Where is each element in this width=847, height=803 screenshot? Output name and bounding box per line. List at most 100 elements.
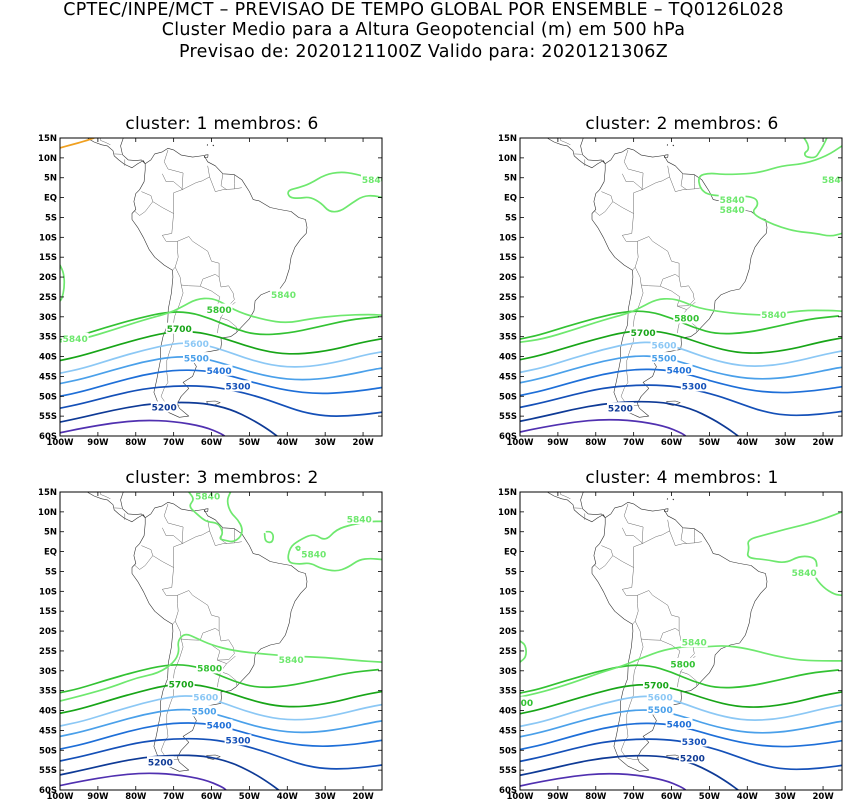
- country-border: [162, 173, 184, 190]
- contour-5100: [60, 419, 226, 436]
- caribbean-island: [664, 508, 669, 512]
- caribbean-island: [204, 154, 209, 158]
- lon-tick-label: 90W: [87, 438, 109, 448]
- contour-label-bg: [646, 703, 674, 715]
- lon-tick-label: 40W: [737, 438, 759, 448]
- lat-tick-label: 35S: [39, 687, 57, 697]
- contour-label-bg: [790, 566, 818, 578]
- contour-5700: [60, 330, 382, 362]
- country-border: [220, 671, 238, 686]
- lat-tick-label: 10N: [498, 154, 517, 164]
- contour-label-bg: [821, 173, 842, 185]
- lat-tick-label: 55S: [499, 412, 517, 422]
- lat-tick-label: 35S: [499, 687, 517, 697]
- lat-tick-label: 45S: [39, 726, 57, 736]
- country-border: [220, 173, 227, 190]
- contour-label: 5840: [271, 291, 296, 301]
- lat-tick-label: 45S: [499, 372, 517, 382]
- contour-label: 5300: [225, 737, 250, 747]
- caribbean-island: [204, 508, 209, 512]
- lon-tick-label: 50W: [239, 792, 261, 802]
- lat-tick-label: 10N: [498, 508, 517, 518]
- central-america-coastline: [546, 138, 606, 169]
- contour-label: 5300: [225, 383, 250, 393]
- contour-label-bg: [205, 719, 233, 731]
- country-border: [677, 301, 696, 310]
- country-border: [623, 149, 644, 214]
- map-panel-4: 5840 5840 300 5800 5700 5600 5500 5400 5300 5200 1…: [498, 488, 843, 802]
- figure-title: CPTEC/INPE/MCT – PREVISAO DE TEMPO GLOBA…: [63, 0, 784, 20]
- lat-tick-label: 50S: [499, 392, 517, 402]
- figure-subtitle: Cluster Medio para a Altura Geopotencial…: [161, 20, 686, 40]
- lon-tick-label: 60W: [661, 438, 683, 448]
- panel-3-title: cluster: 3 membros: 2: [125, 468, 319, 488]
- contour-label: 5840: [63, 335, 88, 345]
- south-america-coastline: [131, 502, 308, 772]
- contour-5840: [60, 297, 382, 343]
- contour-label: 5800: [207, 306, 232, 316]
- country-border: [612, 201, 639, 271]
- contour-label: 5840: [279, 656, 304, 666]
- map-frame: [519, 137, 843, 437]
- lat-tick-label: 25S: [499, 293, 517, 303]
- country-border: [660, 285, 695, 307]
- caribbean-island: [666, 498, 668, 500]
- caribbean-island: [672, 144, 675, 147]
- contour-label-bg: [361, 173, 382, 185]
- contour-label: 5400: [207, 367, 232, 377]
- country-border: [612, 555, 639, 625]
- lat-tick-label: EQ: [44, 194, 57, 204]
- country-border: [134, 191, 154, 216]
- lat-tick-label: 15N: [498, 488, 517, 498]
- lon-tick-label: 40W: [277, 792, 299, 802]
- lon-tick-label: 50W: [699, 438, 721, 448]
- lat-tick-label: 35S: [499, 333, 517, 343]
- contour-5800: [60, 311, 380, 341]
- lat-tick-label: 30S: [499, 313, 517, 323]
- country-border: [634, 266, 680, 287]
- lat-tick-label: 25S: [499, 647, 517, 657]
- country-border: [634, 620, 680, 641]
- lat-tick-label: 10S: [39, 233, 57, 243]
- country-border: [217, 655, 236, 664]
- lat-tick-label: 15N: [38, 134, 57, 144]
- contour-5800: [520, 310, 840, 340]
- contour-label: 5840: [761, 311, 786, 321]
- contour-label-bg: [270, 288, 297, 300]
- contour-label-bg: [183, 352, 210, 364]
- contour-5840: [287, 171, 382, 213]
- country-border: [152, 201, 179, 271]
- lon-tick-label: 100W: [46, 792, 74, 802]
- lon-tick-label: 90W: [547, 438, 569, 448]
- contour-5200: [520, 754, 740, 790]
- contour-5100: [520, 772, 687, 790]
- lat-tick-label: 5N: [44, 174, 57, 184]
- central-america-coastline: [86, 492, 146, 523]
- lat-tick-label: 15N: [498, 134, 517, 144]
- lon-tick-label: 50W: [699, 792, 721, 802]
- country-border: [641, 519, 670, 544]
- country-border: [209, 176, 242, 192]
- country-border: [620, 638, 644, 761]
- lon-tick-label: 30W: [775, 792, 797, 802]
- country-border: [680, 527, 687, 544]
- contour-5900: [60, 138, 95, 149]
- contour-label: 5800: [670, 660, 695, 670]
- caribbean-island: [666, 144, 668, 146]
- country-border: [160, 638, 184, 761]
- contour-label-bg: [650, 339, 678, 351]
- contour-label: 5500: [651, 354, 676, 364]
- lat-tick-label: 55S: [39, 766, 57, 776]
- contour-label: 5840: [301, 550, 326, 560]
- contour-label-bg: [194, 492, 222, 501]
- country-border: [152, 555, 179, 625]
- map-frame: [59, 491, 383, 791]
- lon-tick-label: 100W: [46, 438, 74, 448]
- contour-label: 5840: [347, 515, 372, 525]
- country-border: [177, 590, 222, 642]
- central-america-coastline: [86, 138, 146, 169]
- contour-label-bg: [646, 691, 674, 702]
- lon-tick-label: 20W: [352, 438, 374, 448]
- contour-label: 5840: [720, 206, 745, 216]
- contour-5700: [60, 683, 382, 715]
